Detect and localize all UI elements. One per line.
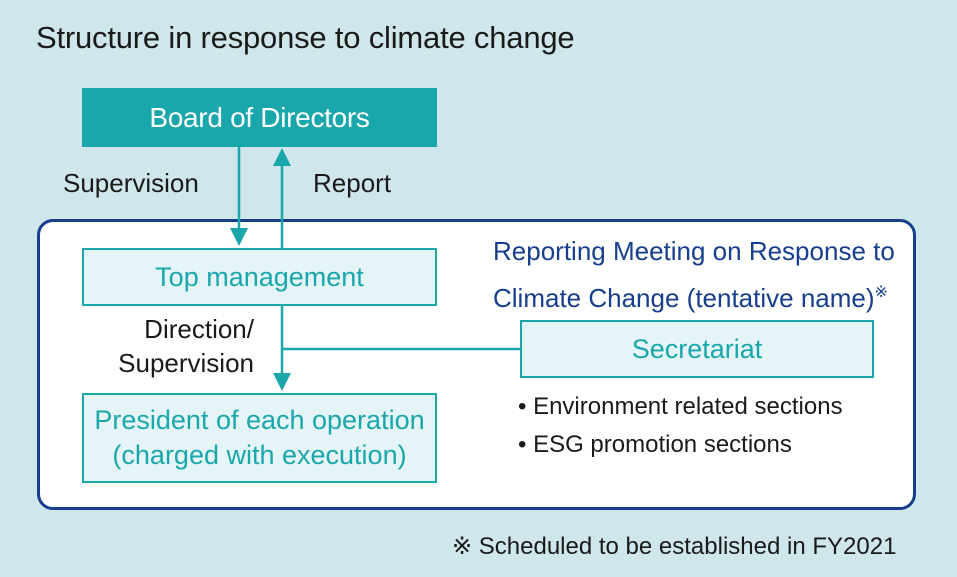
report-arrowhead xyxy=(273,148,291,166)
president-box: President of each operation (charged wit… xyxy=(82,393,437,483)
supervision-arrowhead xyxy=(230,228,248,246)
secretariat-sections-list: • Environment related sections • ESG pro… xyxy=(518,388,843,464)
meeting-line1: Reporting Meeting on Response to xyxy=(493,236,895,266)
president-line2: (charged with execution) xyxy=(112,440,407,470)
secretariat-box: Secretariat xyxy=(520,320,874,378)
section-item: • Environment related sections xyxy=(518,393,843,420)
section-item: • ESG promotion sections xyxy=(518,431,792,458)
direction-label-line1: Direction/ xyxy=(144,314,254,344)
footnote: ※ Scheduled to be established in FY2021 xyxy=(452,533,897,560)
meeting-footnote-mark: ※ xyxy=(874,284,888,301)
top-management-box: Top management xyxy=(82,248,437,306)
diagram-title: Structure in response to climate change xyxy=(36,20,575,55)
direction-supervision-label: Direction/ Supervision xyxy=(90,312,254,380)
supervision-label: Supervision xyxy=(63,168,199,198)
report-label: Report xyxy=(313,168,392,198)
board-of-directors-box: Board of Directors xyxy=(82,88,437,147)
direction-arrowhead xyxy=(273,373,291,391)
president-line1: President of each operation xyxy=(94,405,425,435)
reporting-meeting-label: Reporting Meeting on Response to Climate… xyxy=(493,230,913,319)
meeting-line2-text: Climate Change (tentative name) xyxy=(493,283,875,313)
direction-label-line2: Supervision xyxy=(118,348,254,378)
meeting-line2: Climate Change (tentative name)※ xyxy=(493,272,913,319)
